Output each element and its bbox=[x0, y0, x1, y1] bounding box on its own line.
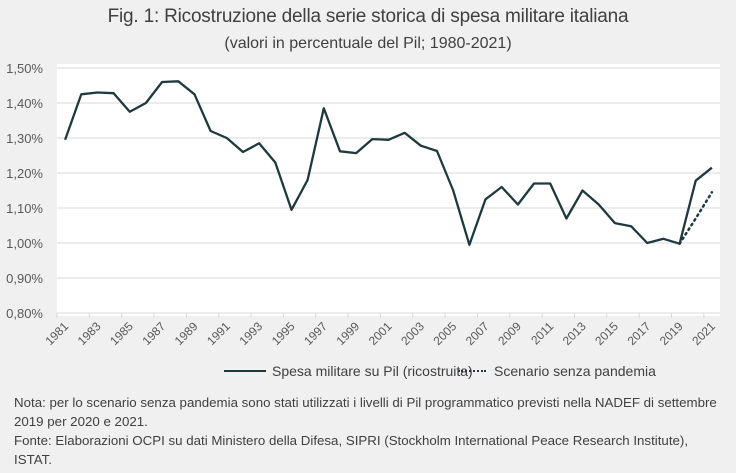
plot-area bbox=[57, 64, 720, 316]
x-tick-label: 1983 bbox=[75, 319, 104, 348]
y-tick-label: 1,00% bbox=[6, 236, 43, 251]
x-tick-label: 1991 bbox=[204, 319, 233, 348]
x-tick-label: 2015 bbox=[592, 319, 621, 348]
legend-solid-line-icon bbox=[224, 370, 266, 372]
x-tick-label: 2013 bbox=[560, 319, 589, 348]
y-tick-label: 1,50% bbox=[6, 61, 43, 76]
chart-subtitle: (valori in percentuale del Pil; 1980-202… bbox=[224, 35, 512, 52]
y-tick-label: 0,80% bbox=[6, 306, 43, 321]
legend-dotted-line-icon bbox=[458, 370, 486, 372]
x-tick-label: 1981 bbox=[42, 319, 71, 348]
legend: Spesa militare su Pil (ricostruita) Scen… bbox=[0, 363, 736, 383]
x-tick-label: 2001 bbox=[366, 319, 395, 348]
y-tick-label: 1,40% bbox=[6, 96, 43, 111]
x-tick-label: 1993 bbox=[236, 319, 265, 348]
x-tick-label: 2019 bbox=[657, 319, 686, 348]
y-tick-label: 1,20% bbox=[6, 166, 43, 181]
x-tick-label: 2009 bbox=[495, 319, 524, 348]
series-line-scenario-senza-pandemia bbox=[678, 191, 714, 245]
legend-label-spesa: Spesa militare su Pil (ricostruita) bbox=[272, 363, 473, 379]
legend-item-scenario: Scenario senza pandemia bbox=[458, 363, 656, 379]
note-text: Nota: per lo scenario senza pandemia son… bbox=[14, 395, 717, 429]
x-tick-label: 2017 bbox=[625, 319, 654, 348]
x-tick-label: 2007 bbox=[463, 319, 492, 348]
x-tick-label: 2003 bbox=[398, 319, 427, 348]
y-tick-label: 1,10% bbox=[6, 201, 43, 216]
source-text: Fonte: Elaborazioni OCPI su dati Ministe… bbox=[14, 433, 689, 467]
series-line-spesa-militare bbox=[64, 80, 713, 246]
legend-item-spesa: Spesa militare su Pil (ricostruita) bbox=[224, 363, 473, 379]
series-lines bbox=[64, 80, 714, 246]
x-tick-label: 1987 bbox=[139, 319, 168, 348]
x-tick-label: 2011 bbox=[528, 319, 556, 347]
x-tick-label: 1999 bbox=[333, 319, 362, 348]
gridlines bbox=[57, 67, 720, 314]
notes: Nota: per lo scenario senza pandemia son… bbox=[14, 393, 729, 469]
x-axis: 1981 1983 1985 1987 1989 1991 1993 1995 1997 1999… bbox=[42, 312, 720, 348]
y-tick-label: 0,90% bbox=[6, 271, 43, 286]
x-tick-label: 2021 bbox=[689, 319, 718, 348]
legend-label-scenario: Scenario senza pandemia bbox=[494, 363, 656, 379]
x-tick-label: 1997 bbox=[301, 319, 330, 348]
y-tick-label: 1,30% bbox=[6, 131, 43, 146]
x-tick-label: 1985 bbox=[107, 319, 136, 348]
x-tick-label: 2005 bbox=[431, 319, 460, 348]
x-tick-label: 1989 bbox=[172, 319, 201, 348]
x-tick-label: 1995 bbox=[269, 319, 298, 348]
chart-title: Fig. 1: Ricostruzione della serie storic… bbox=[107, 6, 629, 27]
y-axis-ticks: 0,80% 0,90% 1,00% 1,10% 1,20% 1,30% 1,40% 1,50% bbox=[6, 61, 43, 321]
